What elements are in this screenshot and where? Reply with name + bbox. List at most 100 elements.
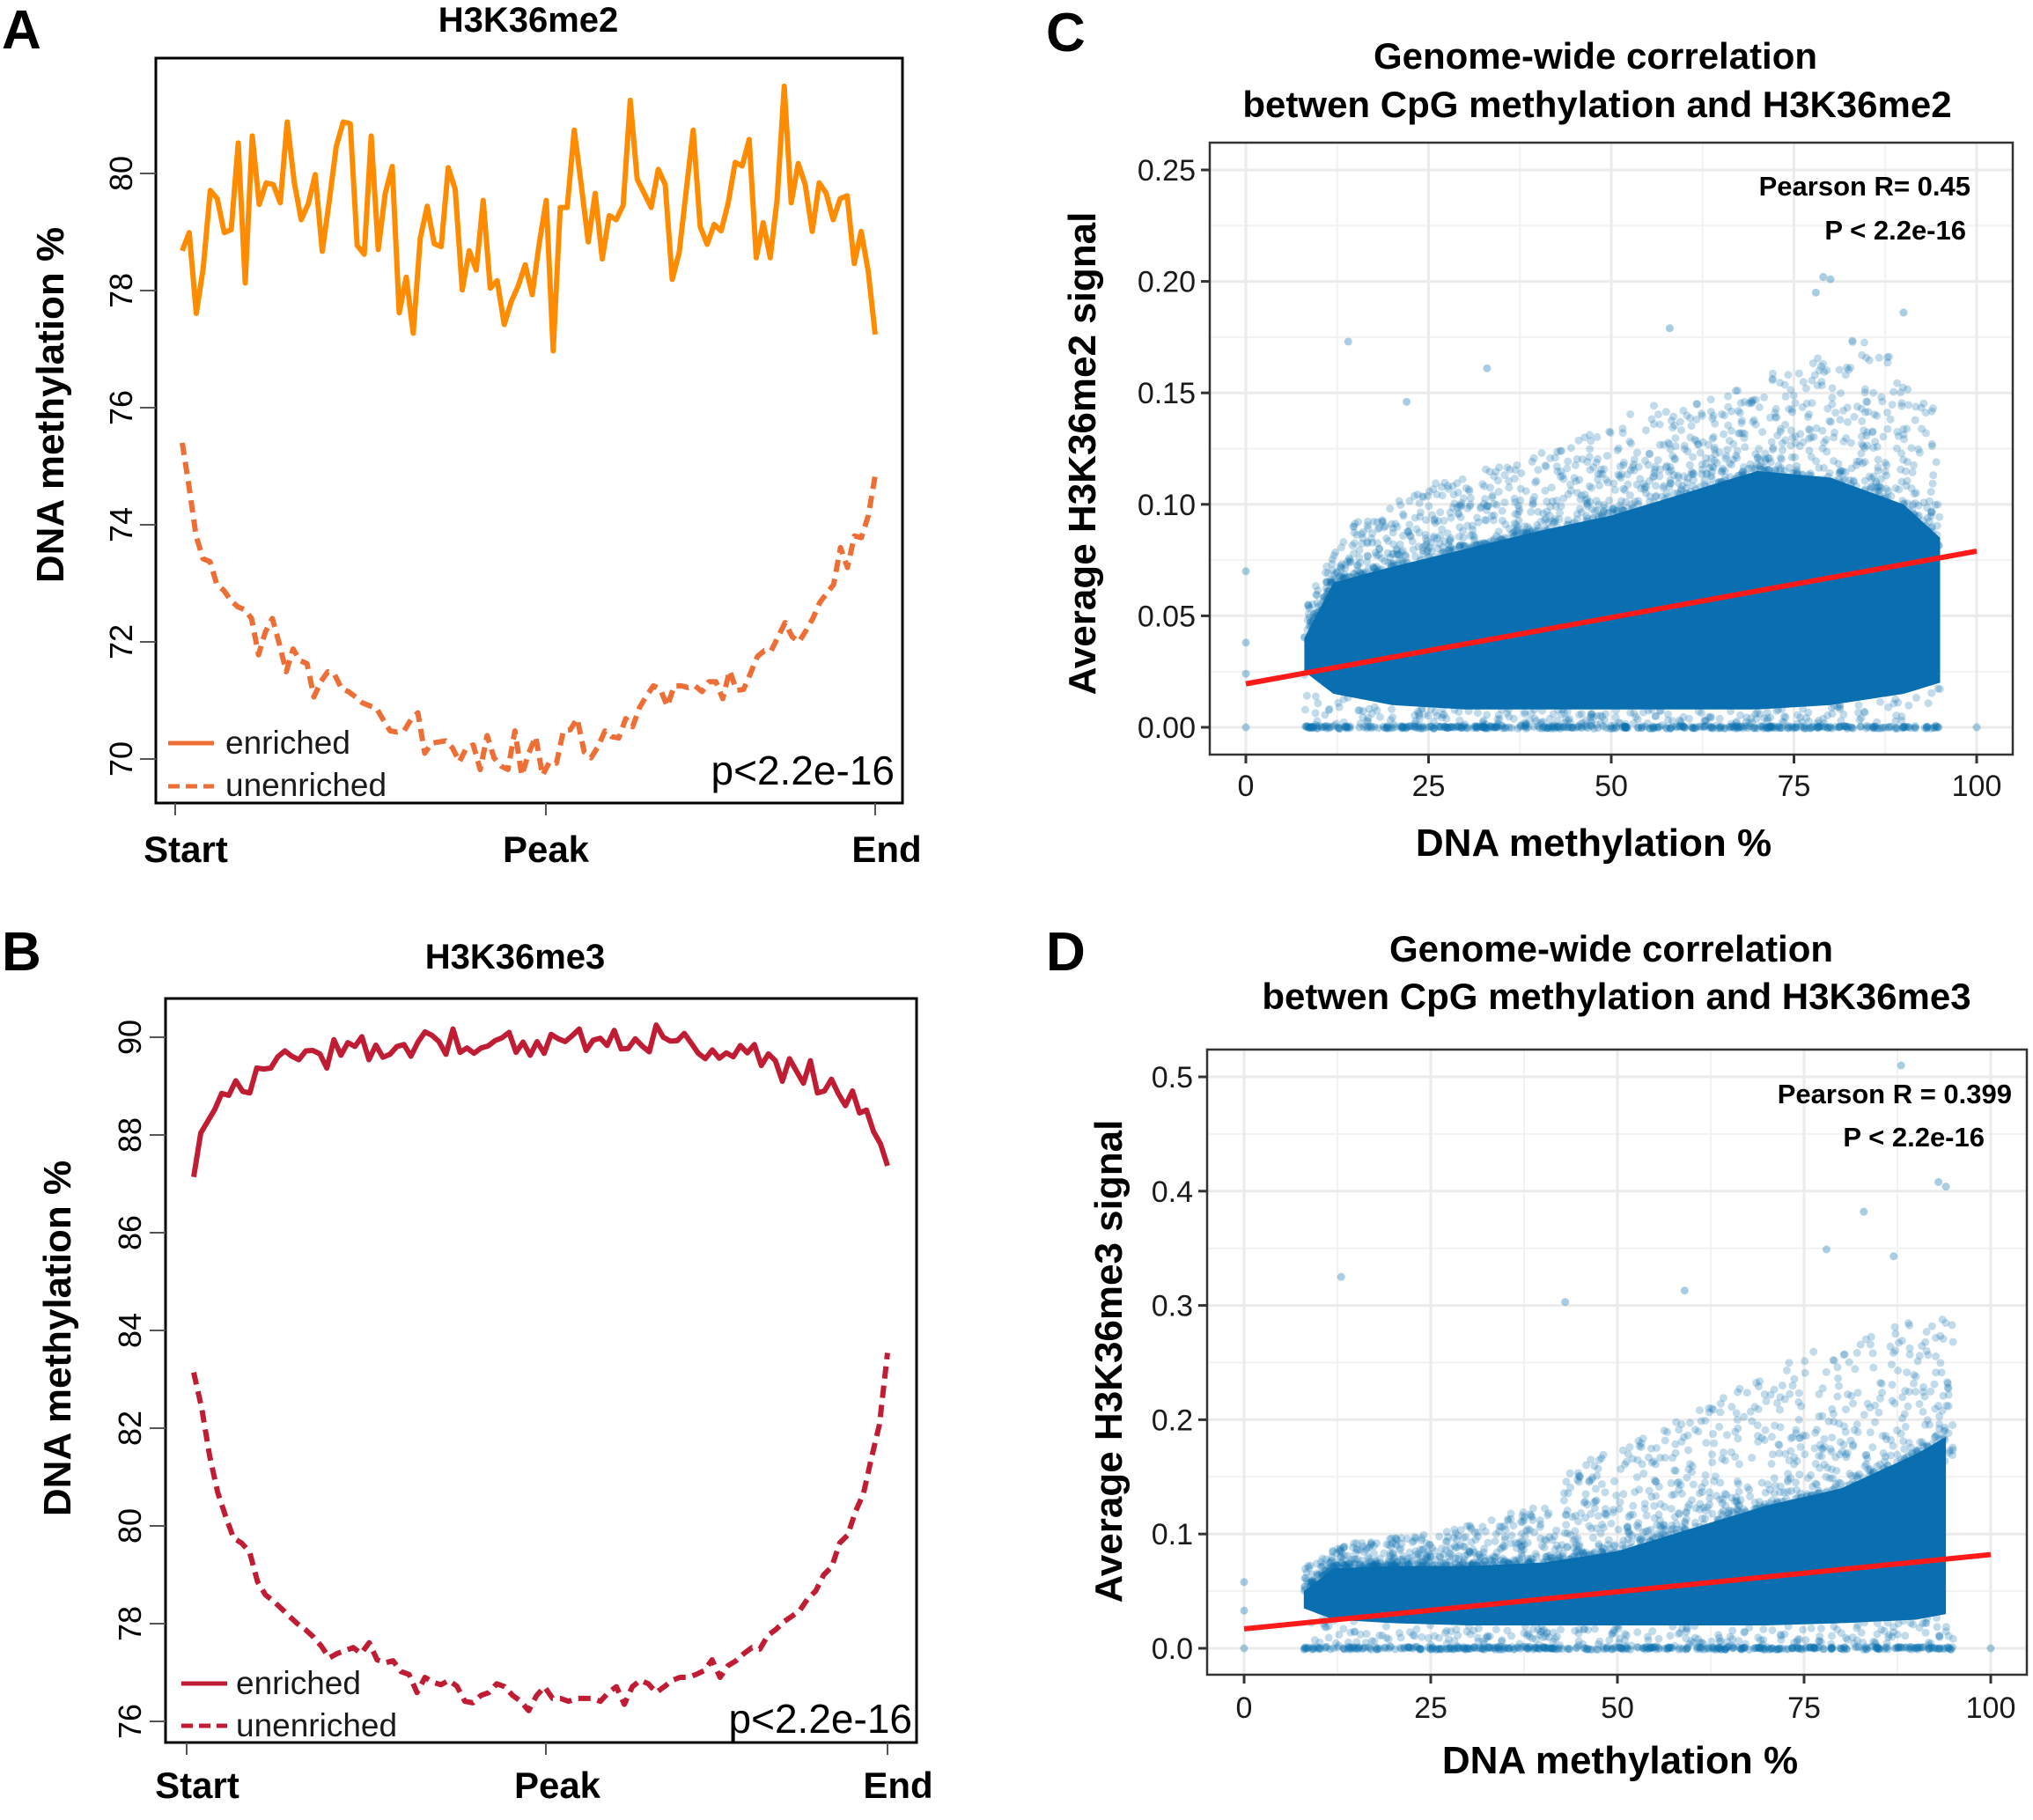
scatter-point bbox=[1828, 710, 1837, 718]
scatter-point bbox=[1642, 520, 1650, 529]
scatter-point bbox=[1412, 724, 1421, 733]
scatter-point bbox=[1683, 411, 1691, 420]
scatter-point bbox=[1807, 1624, 1816, 1632]
scatter-point bbox=[1868, 724, 1877, 733]
scatter-point bbox=[1321, 711, 1330, 719]
scatter-point bbox=[1694, 707, 1703, 716]
scatter-point bbox=[1483, 502, 1492, 511]
scatter-point bbox=[1634, 1643, 1643, 1652]
scatter-point bbox=[1410, 722, 1418, 731]
scatter-point bbox=[1312, 619, 1321, 628]
scatter-point bbox=[1708, 434, 1717, 443]
scatter-point bbox=[1476, 722, 1484, 731]
scatter-point bbox=[1705, 507, 1714, 516]
scatter-point bbox=[1693, 512, 1701, 520]
scatter-point bbox=[1769, 497, 1778, 505]
scatter-point bbox=[1705, 463, 1714, 472]
scatter-point bbox=[1674, 471, 1682, 480]
scatter-point bbox=[1472, 722, 1481, 731]
scatter-point bbox=[1839, 722, 1848, 730]
scatter-point bbox=[1791, 453, 1799, 461]
scatter-point bbox=[1301, 722, 1310, 731]
scatter-point bbox=[1339, 538, 1348, 546]
scatter-point bbox=[1787, 453, 1796, 461]
scatter-point bbox=[1566, 718, 1575, 727]
scatter-point bbox=[1815, 717, 1823, 725]
scatter-point bbox=[1826, 492, 1835, 501]
scatter-point bbox=[1583, 458, 1592, 467]
scatter-point bbox=[1362, 572, 1371, 581]
scatter-point bbox=[1739, 463, 1748, 472]
scatter-point bbox=[1729, 475, 1738, 484]
scatter-point bbox=[1757, 1644, 1765, 1653]
scatter-point bbox=[1337, 560, 1346, 569]
scatter-point bbox=[1309, 610, 1318, 619]
scatter-point bbox=[1666, 462, 1675, 471]
scatter-point bbox=[1730, 1521, 1739, 1529]
scatter-point bbox=[1610, 485, 1619, 494]
scatter-point bbox=[1514, 523, 1522, 532]
scatter-point bbox=[1364, 713, 1373, 722]
scatter-point bbox=[1474, 1532, 1483, 1541]
scatter-point bbox=[1547, 724, 1556, 733]
scatter-point bbox=[1866, 484, 1875, 493]
scatter-point bbox=[1663, 493, 1672, 501]
scatter-point bbox=[1322, 568, 1330, 577]
scatter-point bbox=[1815, 1507, 1823, 1515]
scatter-point bbox=[1336, 562, 1344, 571]
scatter-point bbox=[1332, 719, 1341, 728]
scatter-point bbox=[1861, 492, 1870, 501]
scatter-point bbox=[1906, 724, 1914, 733]
scatter-point bbox=[1353, 572, 1362, 581]
scatter-point bbox=[1734, 407, 1742, 416]
scatter-point bbox=[1478, 480, 1487, 489]
scatter-point bbox=[1735, 498, 1744, 507]
scatter-point bbox=[1780, 467, 1789, 475]
scatter-point bbox=[1675, 1509, 1683, 1517]
scatter-point bbox=[1430, 566, 1439, 575]
scatter-point bbox=[1358, 571, 1366, 579]
scatter-point bbox=[1467, 553, 1476, 562]
scatter-point bbox=[1461, 542, 1470, 550]
scatter-point bbox=[1528, 458, 1536, 466]
scatter-point bbox=[1445, 537, 1454, 545]
scatter-point bbox=[1661, 408, 1670, 416]
scatter-point bbox=[1879, 432, 1888, 441]
scatter-point bbox=[1900, 499, 1909, 508]
scatter-point bbox=[1647, 705, 1656, 714]
y-tick-label: 78 bbox=[112, 1606, 148, 1641]
scatter-point bbox=[1692, 490, 1701, 499]
scatter-point bbox=[1496, 1544, 1505, 1553]
scatter-point bbox=[1577, 491, 1586, 500]
x-tick-label: 75 bbox=[1787, 1691, 1821, 1725]
scatter-point bbox=[1860, 426, 1868, 435]
scatter-point bbox=[1672, 507, 1681, 516]
scatter-point bbox=[1425, 553, 1433, 561]
scatter-point bbox=[1623, 723, 1631, 732]
scatter-point bbox=[1565, 1469, 1574, 1477]
scatter-point bbox=[1367, 572, 1376, 581]
scatter-point bbox=[1341, 560, 1350, 569]
scatter-point bbox=[1899, 519, 1907, 528]
scatter-point bbox=[1765, 413, 1774, 422]
scatter-point bbox=[1877, 495, 1885, 504]
scatter-point bbox=[1552, 522, 1561, 531]
scatter-point bbox=[1715, 1422, 1724, 1431]
scatter-point bbox=[1815, 463, 1823, 472]
scatter-point bbox=[1865, 356, 1874, 365]
scatter-point bbox=[1463, 724, 1471, 733]
scatter-point bbox=[1698, 709, 1705, 718]
scatter-point bbox=[1808, 359, 1817, 368]
scatter-point bbox=[1565, 714, 1573, 723]
scatter-point bbox=[1484, 724, 1493, 733]
scatter-point bbox=[1901, 467, 1910, 475]
scatter-point bbox=[1849, 1399, 1857, 1408]
scatter-point bbox=[1876, 697, 1884, 706]
scatter-point bbox=[1590, 1625, 1599, 1633]
scatter-point bbox=[1455, 716, 1464, 725]
scatter-point bbox=[1548, 1536, 1557, 1544]
scatter-point bbox=[1924, 1443, 1933, 1452]
scatter-point bbox=[1860, 708, 1869, 717]
scatter-point bbox=[1332, 568, 1341, 577]
scatter-point bbox=[1781, 1507, 1790, 1516]
